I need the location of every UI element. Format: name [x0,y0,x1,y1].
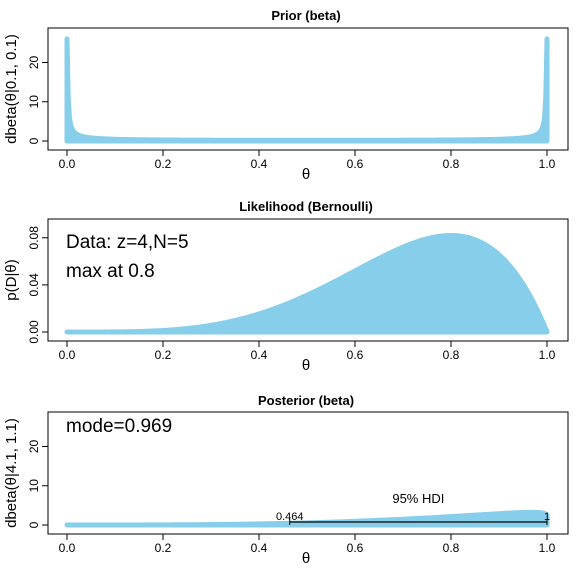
y-tick-label: 0.08 [27,226,41,250]
x-tick-label: 1.0 [539,541,556,555]
x-axis: 0.0 0.2 0.4 0.6 0.8 1.0 [59,533,556,555]
plot-area [64,36,550,144]
density-area [64,509,550,528]
x-tick-label: 1.0 [539,348,556,362]
x-tick-label: 0.8 [443,541,460,555]
density-area [64,233,550,335]
panel-title: Prior (beta) [271,8,340,23]
y-tick-label: 0.00 [27,320,41,344]
x-axis: 0.0 0.2 0.4 0.6 0.8 1.0 [59,340,556,362]
x-axis-label: θ [302,166,310,183]
y-axis-label: p(D|θ) [3,259,20,300]
hdi-label: 95% HDI [392,491,444,506]
panel-posterior: Posterior (beta) 0.0 0.2 0.4 0.6 0.8 1.0 0 10 2… [3,393,569,567]
y-axis: 0 10 20 [27,439,49,528]
x-tick-label: 0.4 [251,348,268,362]
y-axis: 0.00 0.04 0.08 [27,226,49,344]
hdi-marker: 0.464 1 95% HDI [276,491,550,525]
x-axis: 0.0 0.2 0.4 0.6 0.8 1.0 [59,149,556,171]
y-tick-label: 0 [27,137,41,144]
hdi-low-label: 0.464 [276,511,304,523]
panel-title: Posterior (beta) [258,393,354,408]
y-axis: 0 10 20 [27,55,49,144]
x-tick-label: 0.0 [59,541,76,555]
y-tick-label: 20 [27,55,41,69]
y-tick-label: 10 [27,479,41,493]
x-tick-label: 0.6 [347,348,364,362]
x-tick-label: 0.8 [443,157,460,171]
x-tick-label: 0.0 [59,157,76,171]
density-area [64,36,550,144]
annotation-max: max at 0.8 [66,261,155,282]
x-tick-label: 0.6 [347,157,364,171]
x-tick-label: 0.4 [251,157,268,171]
x-axis-label: θ [302,357,310,374]
panel-likelihood: Likelihood (Bernoulli) 0.0 0.2 0.4 0.6 0.8 1.… [3,199,569,374]
y-axis-label: dbeta(θ|4.1, 1.1) [3,418,20,528]
x-tick-label: 1.0 [539,157,556,171]
x-tick-label: 0.0 [59,348,76,362]
panel-title: Likelihood (Bernoulli) [239,199,373,214]
y-axis-label: dbeta(θ|0.1, 0.1) [3,34,20,144]
x-tick-label: 0.2 [155,157,172,171]
annotation-data: Data: z=4,N=5 [66,232,189,253]
x-tick-label: 0.2 [155,348,172,362]
plot-frame [47,27,569,151]
y-tick-label: 0 [27,521,41,528]
plot-area [64,509,550,528]
plot-area [64,233,550,335]
x-axis-label: θ [302,550,310,567]
y-tick-label: 10 [27,95,41,109]
annotation-mode: mode=0.969 [66,416,172,437]
y-tick-label: 0.04 [27,273,41,297]
x-tick-label: 0.4 [251,541,268,555]
x-tick-label: 0.6 [347,541,364,555]
x-tick-label: 0.8 [443,348,460,362]
x-tick-label: 0.2 [155,541,172,555]
y-tick-label: 20 [27,439,41,453]
hdi-high-label: 1 [544,511,550,523]
